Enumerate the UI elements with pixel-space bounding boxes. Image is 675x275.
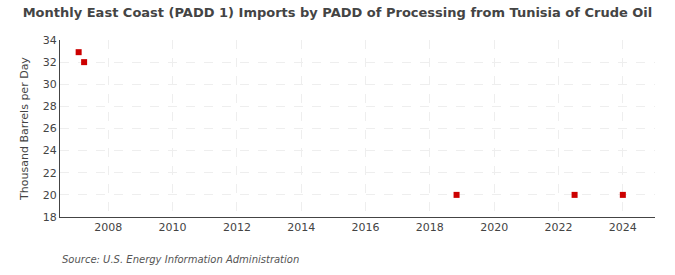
svg-text:Monthly East Coast (PADD 1) Im: Monthly East Coast (PADD 1) Imports by P… bbox=[23, 5, 653, 20]
svg-text:2008: 2008 bbox=[94, 221, 122, 234]
svg-text:2010: 2010 bbox=[159, 221, 187, 234]
svg-text:2024: 2024 bbox=[609, 221, 637, 234]
svg-text:18: 18 bbox=[43, 211, 57, 224]
svg-text:2018: 2018 bbox=[416, 221, 444, 234]
svg-text:2014: 2014 bbox=[287, 221, 315, 234]
svg-text:Source: U.S. Energy Informatio: Source: U.S. Energy Information Administ… bbox=[62, 254, 299, 265]
svg-text:2022: 2022 bbox=[545, 221, 573, 234]
svg-text:Thousand Barrels per Day: Thousand Barrels per Day bbox=[18, 57, 31, 201]
svg-text:22: 22 bbox=[43, 167, 57, 180]
svg-text:32: 32 bbox=[43, 56, 57, 69]
svg-text:30: 30 bbox=[43, 78, 57, 91]
svg-text:26: 26 bbox=[43, 122, 57, 135]
svg-text:2012: 2012 bbox=[223, 221, 251, 234]
svg-text:24: 24 bbox=[43, 144, 57, 157]
svg-text:28: 28 bbox=[43, 100, 57, 113]
svg-text:20: 20 bbox=[43, 189, 57, 202]
svg-text:34: 34 bbox=[43, 34, 57, 47]
svg-text:2016: 2016 bbox=[352, 221, 380, 234]
svg-text:2020: 2020 bbox=[480, 221, 508, 234]
